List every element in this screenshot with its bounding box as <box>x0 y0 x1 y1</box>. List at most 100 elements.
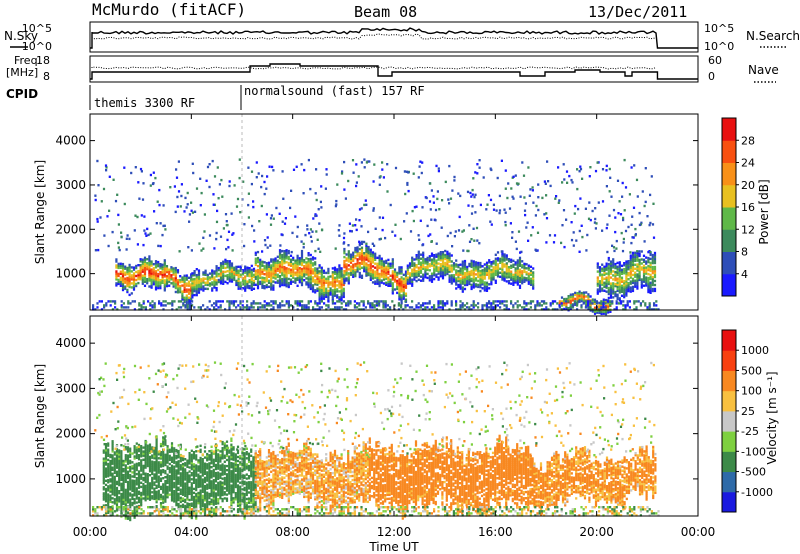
scatter-cell <box>287 249 290 253</box>
scatter-cell <box>605 226 608 230</box>
scatter-cell <box>396 287 399 291</box>
scatter-cell <box>154 176 157 180</box>
scatter-cell <box>634 233 637 236</box>
scatter-cell <box>352 259 355 262</box>
scatter-cell <box>373 163 376 166</box>
nave-label: Nave <box>748 63 779 77</box>
scatter-cell <box>222 260 225 263</box>
scatter-cell <box>300 253 304 257</box>
scatter-cell <box>109 463 112 467</box>
scatter-cell <box>162 468 165 472</box>
scatter-cell <box>140 495 143 499</box>
scatter-cell <box>604 310 608 314</box>
scatter-cell <box>312 217 315 220</box>
scatter-cell <box>589 166 592 169</box>
scatter-cell <box>463 267 467 271</box>
scatter-cell <box>450 278 453 281</box>
scatter-cell <box>175 489 178 492</box>
scatter-cell <box>122 494 125 497</box>
scatter-cell <box>177 190 181 193</box>
scatter-cell <box>307 265 310 269</box>
scatter-cell <box>248 308 251 311</box>
velocity-scatter <box>92 316 660 522</box>
scatter-cell <box>281 257 284 261</box>
scatter-cell <box>441 199 444 202</box>
scatter-cell <box>177 456 180 459</box>
scatter-cell <box>470 195 473 198</box>
scatter-cell <box>587 302 590 305</box>
scatter-cell <box>439 275 442 278</box>
scatter-cell <box>170 472 174 476</box>
scatter-cell <box>144 492 147 496</box>
scatter-cell <box>516 275 519 278</box>
scatter-cell <box>569 299 572 302</box>
scatter-cell <box>551 302 554 305</box>
scatter-cell <box>485 289 489 292</box>
scatter-cell <box>625 272 628 275</box>
scatter-cell <box>651 261 654 265</box>
scatter-cell <box>492 308 495 311</box>
scatter-cell <box>404 294 408 297</box>
scatter-cell <box>235 281 238 285</box>
scatter-cell <box>320 288 323 291</box>
scatter-cell <box>325 291 328 294</box>
scatter-cell <box>642 278 646 281</box>
scatter-cell <box>159 273 162 276</box>
scatter-cell <box>607 262 610 266</box>
scatter-cell <box>503 271 506 274</box>
scatter-cell <box>631 289 635 293</box>
scatter-cell <box>292 264 295 268</box>
scatter-cell <box>459 194 462 198</box>
scatter-cell <box>596 284 599 287</box>
scatter-cell <box>428 308 431 311</box>
scatter-cell <box>455 279 458 282</box>
scatter-cell <box>582 299 586 302</box>
scatter-cell <box>444 265 447 269</box>
scatter-cell <box>607 280 610 284</box>
scatter-cell <box>182 304 185 307</box>
scatter-cell <box>479 285 482 289</box>
scatter-cell <box>259 270 262 274</box>
scatter-cell <box>265 187 268 190</box>
scatter-cell <box>490 306 493 309</box>
scatter-cell <box>435 255 438 258</box>
scatter-cell <box>265 275 268 279</box>
scatter-cell <box>261 174 264 178</box>
scatter-cell <box>331 291 334 294</box>
scatter-cell <box>195 293 198 297</box>
scatter-cell <box>485 281 489 284</box>
scatter-cell <box>111 456 114 459</box>
scatter-cell <box>436 190 439 193</box>
scatter-cell <box>494 267 497 270</box>
scatter-cell <box>327 306 330 309</box>
scatter-cell <box>133 473 136 476</box>
scatter-cell <box>603 267 606 270</box>
scatter-cell <box>177 452 180 455</box>
scatter-cell <box>162 489 165 492</box>
scatter-cell <box>360 274 364 277</box>
scatter-cell <box>135 487 138 490</box>
scatter-cell <box>121 278 125 282</box>
scatter-cell <box>459 308 462 311</box>
scatter-cell <box>606 223 609 226</box>
scatter-cell <box>164 492 167 495</box>
scatter-cell <box>263 273 266 276</box>
scatter-cell <box>215 283 218 286</box>
scatter-cell <box>111 488 114 492</box>
scatter-cell <box>159 471 163 474</box>
scatter-cell <box>314 279 317 282</box>
scatter-cell <box>280 250 283 253</box>
scatter-cell <box>345 302 348 305</box>
scatter-cell <box>185 298 188 301</box>
scatter-cell <box>600 300 603 303</box>
scatter-cell <box>166 489 169 493</box>
scatter-cell <box>463 279 467 283</box>
scatter-cell <box>380 259 383 262</box>
scatter-cell <box>162 495 165 498</box>
scatter-cell <box>314 267 317 270</box>
scatter-cell <box>453 179 456 182</box>
scatter-cell <box>455 277 458 280</box>
scatter-cell <box>174 286 177 290</box>
scatter-cell <box>281 267 284 271</box>
scatter-cell <box>653 251 657 255</box>
